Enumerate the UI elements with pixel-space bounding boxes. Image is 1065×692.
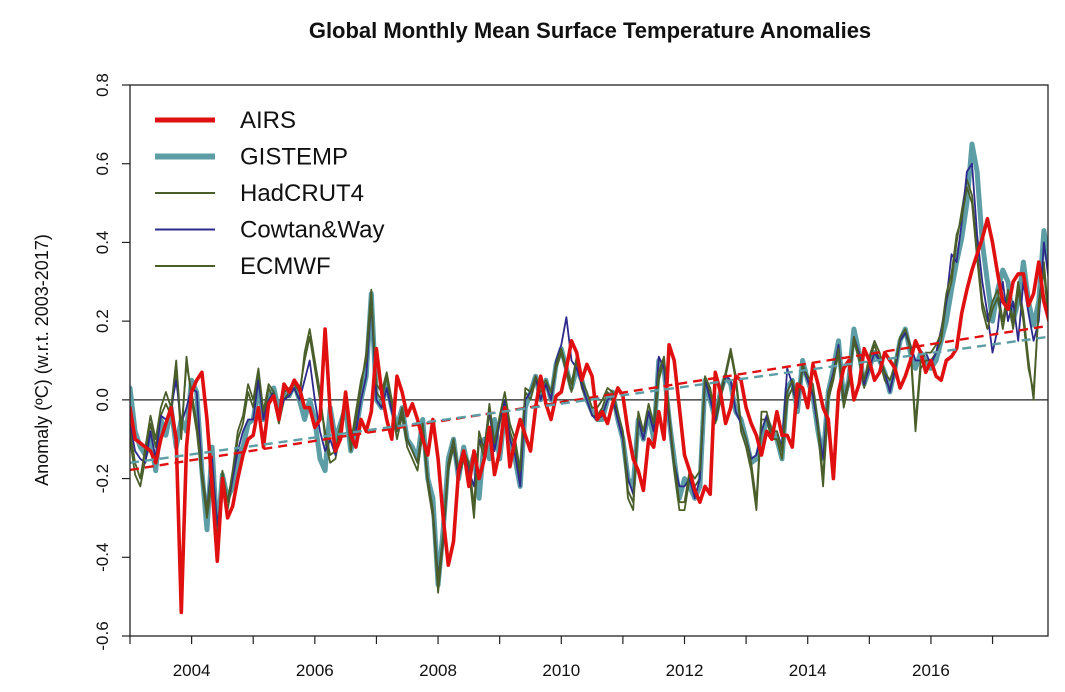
legend-label: GISTEMP (240, 144, 348, 171)
legend-label: Cowtan&Way (240, 217, 385, 244)
x-tick-label: 2016 (912, 661, 950, 680)
y-tick-label: -0.2 (93, 464, 112, 493)
chart-title: Global Monthly Mean Surface Temperature … (309, 18, 871, 43)
y-tick-label: -0.4 (93, 543, 112, 572)
y-tick-label: 0.8 (93, 73, 112, 97)
x-tick-label: 2004 (173, 661, 211, 680)
series-line-airs (130, 217, 1048, 615)
legend-label: AIRS (240, 107, 296, 134)
legend-item-airs: AIRS (155, 107, 296, 134)
plot-frame (129, 84, 1049, 637)
y-tick-label: 0.6 (93, 152, 112, 176)
series-line-ecmwf (130, 186, 1048, 582)
x-tick-label: 2008 (419, 661, 457, 680)
x-tick-label: 2010 (542, 661, 580, 680)
legend-item-cowtan-way: Cowtan&Way (155, 217, 385, 244)
x-tick-label: 2012 (666, 661, 704, 680)
y-tick-label: 0.2 (93, 309, 112, 333)
y-tick-label: 0.0 (93, 388, 112, 412)
trend-line-airs (130, 324, 1048, 472)
y-tick-label: 0.4 (93, 231, 112, 255)
legend-label: HadCRUT4 (240, 180, 364, 207)
plot-area (129, 84, 1049, 637)
x-tick-label: 2014 (789, 661, 827, 680)
legend-item-ecmwf: ECMWF (155, 253, 331, 280)
y-axis: -0.6 -0.4 -0.2 0.0 0.2 0.4 0.6 0.8 (93, 73, 130, 651)
y-axis-label: Anomaly (ºC) (w.r.t. 2003-2017) (32, 234, 52, 486)
legend-item-gistemp: GISTEMP (155, 144, 348, 171)
x-tick-label: 2006 (296, 661, 334, 680)
legend-item-hadcrut4: HadCRUT4 (155, 180, 364, 207)
legend-label: ECMWF (240, 253, 331, 280)
legend: AIRS GISTEMP HadCRUT4 Cowtan&Way ECMWF (155, 107, 385, 280)
x-axis: 2004 2006 2008 2010 2012 2014 2016 (129, 636, 994, 680)
y-tick-label: -0.6 (93, 621, 112, 650)
trend-line-gistemp (130, 335, 1048, 465)
